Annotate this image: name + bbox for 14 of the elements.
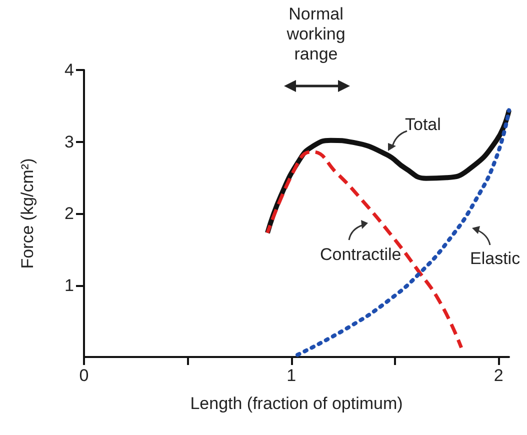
series-label: Contractile bbox=[320, 245, 402, 264]
y-axis-title: Force (kg/cm²) bbox=[18, 158, 37, 269]
series-label: Elastic bbox=[470, 249, 521, 268]
y-tick-label: 2 bbox=[64, 204, 74, 223]
x-axis-title: Length (fraction of optimum) bbox=[190, 394, 403, 413]
x-tick-label: 1 bbox=[286, 366, 296, 385]
text: Normal working range bbox=[286, 4, 346, 64]
line-series bbox=[266, 150, 464, 350]
x-tick-label: 2 bbox=[494, 366, 504, 385]
y-tick-label: 4 bbox=[64, 60, 74, 80]
x-tick-label: 0 bbox=[79, 366, 89, 385]
series-label: Total bbox=[405, 115, 441, 134]
y-tick-label: 1 bbox=[64, 276, 74, 295]
y-tick-label: 3 bbox=[64, 132, 74, 152]
